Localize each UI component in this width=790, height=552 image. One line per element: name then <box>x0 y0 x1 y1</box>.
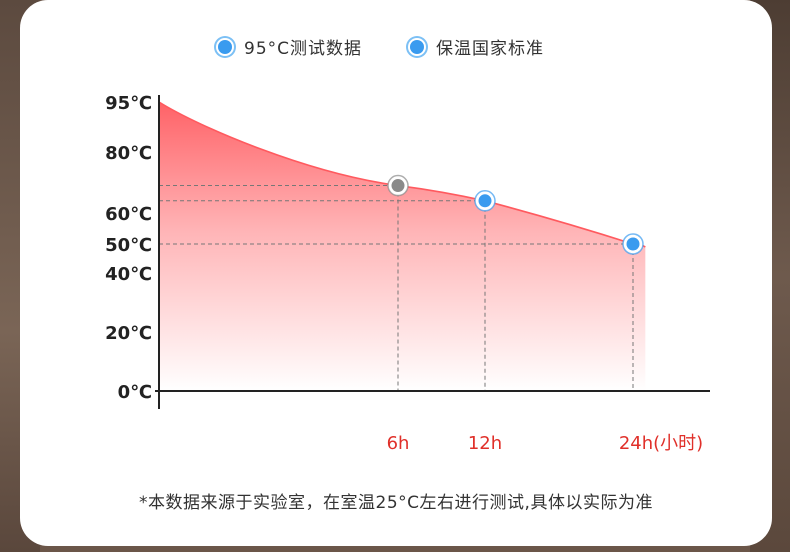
x-tick-label: 24h(小时) <box>619 433 703 454</box>
chart-card: 95°C测试数据 保温国家标准 95℃ 80℃ 60℃ 50℃ 40℃ 20℃ 0℃ 6h 12… <box>20 0 772 546</box>
data-point <box>391 179 405 193</box>
legend-dot-icon <box>410 39 424 54</box>
area-fill <box>159 102 646 391</box>
legend-item-national-standard: 保温国家标准 <box>410 34 544 59</box>
y-tick-label: 80℃ <box>105 143 152 164</box>
x-tick-label: 6h <box>387 433 410 454</box>
data-point <box>626 237 640 251</box>
footnote: *本数据来源于实验室，在室温25°C左右进行测试,具体以实际为准 <box>139 493 653 513</box>
y-tick-label: 40℃ <box>105 264 152 285</box>
data-point <box>478 194 492 208</box>
legend-label: 保温国家标准 <box>436 39 544 59</box>
x-tick-label: 12h <box>468 433 502 454</box>
y-tick-label: 95℃ <box>105 93 152 114</box>
y-tick-label: 20℃ <box>105 323 152 344</box>
chart-svg: 95℃ 80℃ 60℃ 50℃ 40℃ 20℃ 0℃ 6h 12h 24h(小时) <box>105 93 710 454</box>
chart-legend: 95°C测试数据 保温国家标准 <box>20 34 772 59</box>
legend-item-test-data: 95°C测试数据 <box>218 34 362 59</box>
y-tick-label: 60℃ <box>105 204 152 225</box>
y-tick-label: 0℃ <box>118 382 152 403</box>
y-tick-label: 50℃ <box>105 235 152 256</box>
legend-label: 95°C测试数据 <box>244 39 363 59</box>
legend-dot-icon <box>218 39 232 54</box>
